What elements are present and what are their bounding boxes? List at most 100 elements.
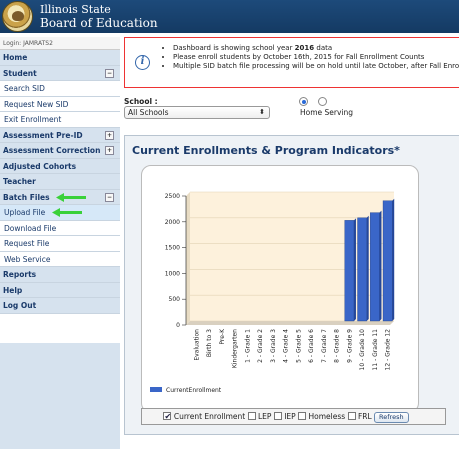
header-banner: Illinois State Board of Education (0, 0, 459, 33)
x-tick-label: 4 - Grade 4 (283, 329, 290, 363)
sidebar-item-assessment-correction[interactable]: Assessment Correction + (0, 143, 120, 159)
sidebar-item-reports[interactable]: Reports (0, 267, 120, 283)
iep-checkbox[interactable] (273, 412, 282, 420)
x-tick-label: 1 - Grade 1 (244, 329, 251, 363)
green-arrow-icon (52, 208, 82, 217)
sidebar-item-search-sid[interactable]: Search SID (0, 81, 120, 97)
sidebar-item-adjusted-cohorts[interactable]: Adjusted Cohorts (0, 158, 120, 174)
bar-side (353, 218, 356, 321)
x-tick-label: 3 - Grade 3 (270, 329, 277, 363)
sidebar-item-student[interactable]: Student − (0, 65, 120, 81)
bar-side (366, 215, 369, 321)
iep-label: IEP (284, 412, 296, 421)
green-arrow-icon (56, 192, 86, 202)
sidebar-item-label: Reports (3, 270, 37, 279)
sidebar-item-label: Download File (4, 223, 57, 233)
x-tick-label: 10 - Grade 10 (359, 329, 366, 371)
select-updown-icon: ⬍ (259, 108, 265, 116)
x-tick-label: 11 - Grade 11 (372, 329, 379, 371)
sidebar-item-label: Request New SID (4, 99, 69, 109)
x-tick-label: Birth to 3 (206, 329, 213, 357)
homeless-label: Homeless (308, 412, 346, 421)
notice-item: Please enroll students by October 16th, … (173, 53, 459, 62)
sidebar-item-log-out[interactable]: Log Out (0, 298, 120, 314)
plot-floor (186, 321, 394, 325)
sidebar-item-help[interactable]: Help (0, 282, 120, 298)
chart-container: 0 500 1000 1500 2000 2500 Evaluation Birth to 3… (141, 165, 419, 413)
legend-label: CurrentEnrollment (166, 387, 222, 394)
homeless-checkbox[interactable] (298, 412, 307, 420)
expand-icon[interactable]: + (105, 130, 114, 140)
sidebar-item-teacher[interactable]: Teacher (0, 174, 120, 190)
bar (357, 217, 367, 322)
sidebar-item-label: Web Service (4, 254, 51, 264)
x-tick-label: 2 - Grade 2 (257, 329, 264, 363)
sidebar-item-label: Batch Files (3, 192, 50, 202)
plot-side-wall (186, 192, 190, 325)
sidebar-item-assessment-pre-id[interactable]: Assessment Pre-ID + (0, 127, 120, 143)
sidebar-item-home[interactable]: Home (0, 50, 120, 66)
x-tick-label: 9 - Grade 9 (346, 329, 353, 363)
x-tick-label: 5 - Grade 5 (295, 329, 302, 363)
lep-label: LEP (257, 412, 272, 421)
sidebar-item-request-file[interactable]: Request File (0, 236, 120, 252)
other-radio[interactable] (318, 97, 327, 106)
bar (370, 212, 380, 322)
y-tick-label: 0 (176, 322, 180, 329)
expand-icon[interactable]: + (105, 146, 114, 155)
x-tick-label: 12 - Grade 12 (385, 329, 392, 371)
frl-label: FRL (357, 412, 372, 421)
org-name-line1: Illinois State (40, 3, 111, 16)
school-select-value: All Schools (128, 108, 169, 117)
home-serving-radio[interactable] (299, 97, 308, 106)
home-serving-label: Home Serving (300, 108, 354, 117)
sidebar-filler (0, 343, 120, 449)
notice-item: Dashboard is showing school year 2016 da… (173, 44, 459, 53)
x-tick-label: 8 - Grade 8 (334, 329, 341, 363)
current-enrollment-checkbox[interactable] (163, 409, 172, 424)
sidebar-item-download-file[interactable]: Download File (0, 220, 120, 236)
y-tick-label: 2000 (165, 219, 180, 226)
school-label: School : (124, 97, 158, 106)
enrollment-panel: Current Enrollments & Program Indicators… (124, 135, 459, 435)
collapse-icon[interactable]: − (105, 68, 114, 78)
y-tick-label: 1000 (165, 270, 180, 277)
sidebar-item-request-new-sid[interactable]: Request New SID (0, 96, 120, 112)
bar (382, 200, 393, 322)
sidebar-item-label: Teacher (3, 177, 36, 186)
bar-side (392, 198, 395, 321)
frl-checkbox[interactable] (347, 412, 356, 420)
x-tick-label: 7 - Grade 7 (321, 329, 328, 363)
sidebar-item-label: Help (3, 285, 23, 295)
sidebar-item-upload-file[interactable]: Upload File (0, 205, 120, 221)
school-select[interactable]: All Schools ⬍ (124, 106, 270, 119)
bar (344, 220, 355, 322)
collapse-icon[interactable]: − (105, 192, 114, 202)
state-seal-logo (2, 1, 33, 32)
sidebar-item-web-service[interactable]: Web Service (0, 251, 120, 267)
lep-checkbox[interactable] (247, 412, 256, 420)
sidebar-item-batch-files[interactable]: Batch Files − (0, 189, 120, 205)
y-tick-label: 2500 (165, 193, 180, 200)
panel-title: Current Enrollments & Program Indicators… (132, 144, 400, 157)
sidebar-nav: Home Student − Search SID Request New SID Exi… (0, 50, 120, 314)
sidebar-item-label: Assessment Pre-ID (3, 130, 83, 140)
school-year: 2016 (294, 44, 315, 52)
notice-item: Multiple SID batch file processing will … (173, 62, 459, 71)
sidebar-item-label: Log Out (3, 301, 37, 310)
bar-side (379, 210, 382, 321)
sidebar-item-label: Request File (4, 239, 50, 248)
sidebar-item-exit-enrollment[interactable]: Exit Enrollment (0, 112, 120, 128)
dashboard-notice: i Dashboard is showing school year 2016 … (124, 37, 459, 88)
refresh-button[interactable]: Refresh (374, 412, 409, 423)
enrollment-chart: 0 500 1000 1500 2000 2500 Evaluation Birth to 3… (150, 191, 395, 394)
sidebar-item-label: Adjusted Cohorts (3, 161, 77, 171)
info-icon: i (135, 55, 150, 70)
sidebar-item-label: Exit Enrollment (4, 115, 62, 124)
legend-swatch (150, 387, 162, 392)
x-tick-label: Pre-K (219, 328, 226, 345)
sidebar-item-label: Student (3, 68, 37, 78)
org-name-line2: Board of Education (40, 16, 158, 30)
x-tick-label: Kindergarten (232, 329, 239, 368)
x-tick-label: Evaluation (193, 329, 200, 361)
